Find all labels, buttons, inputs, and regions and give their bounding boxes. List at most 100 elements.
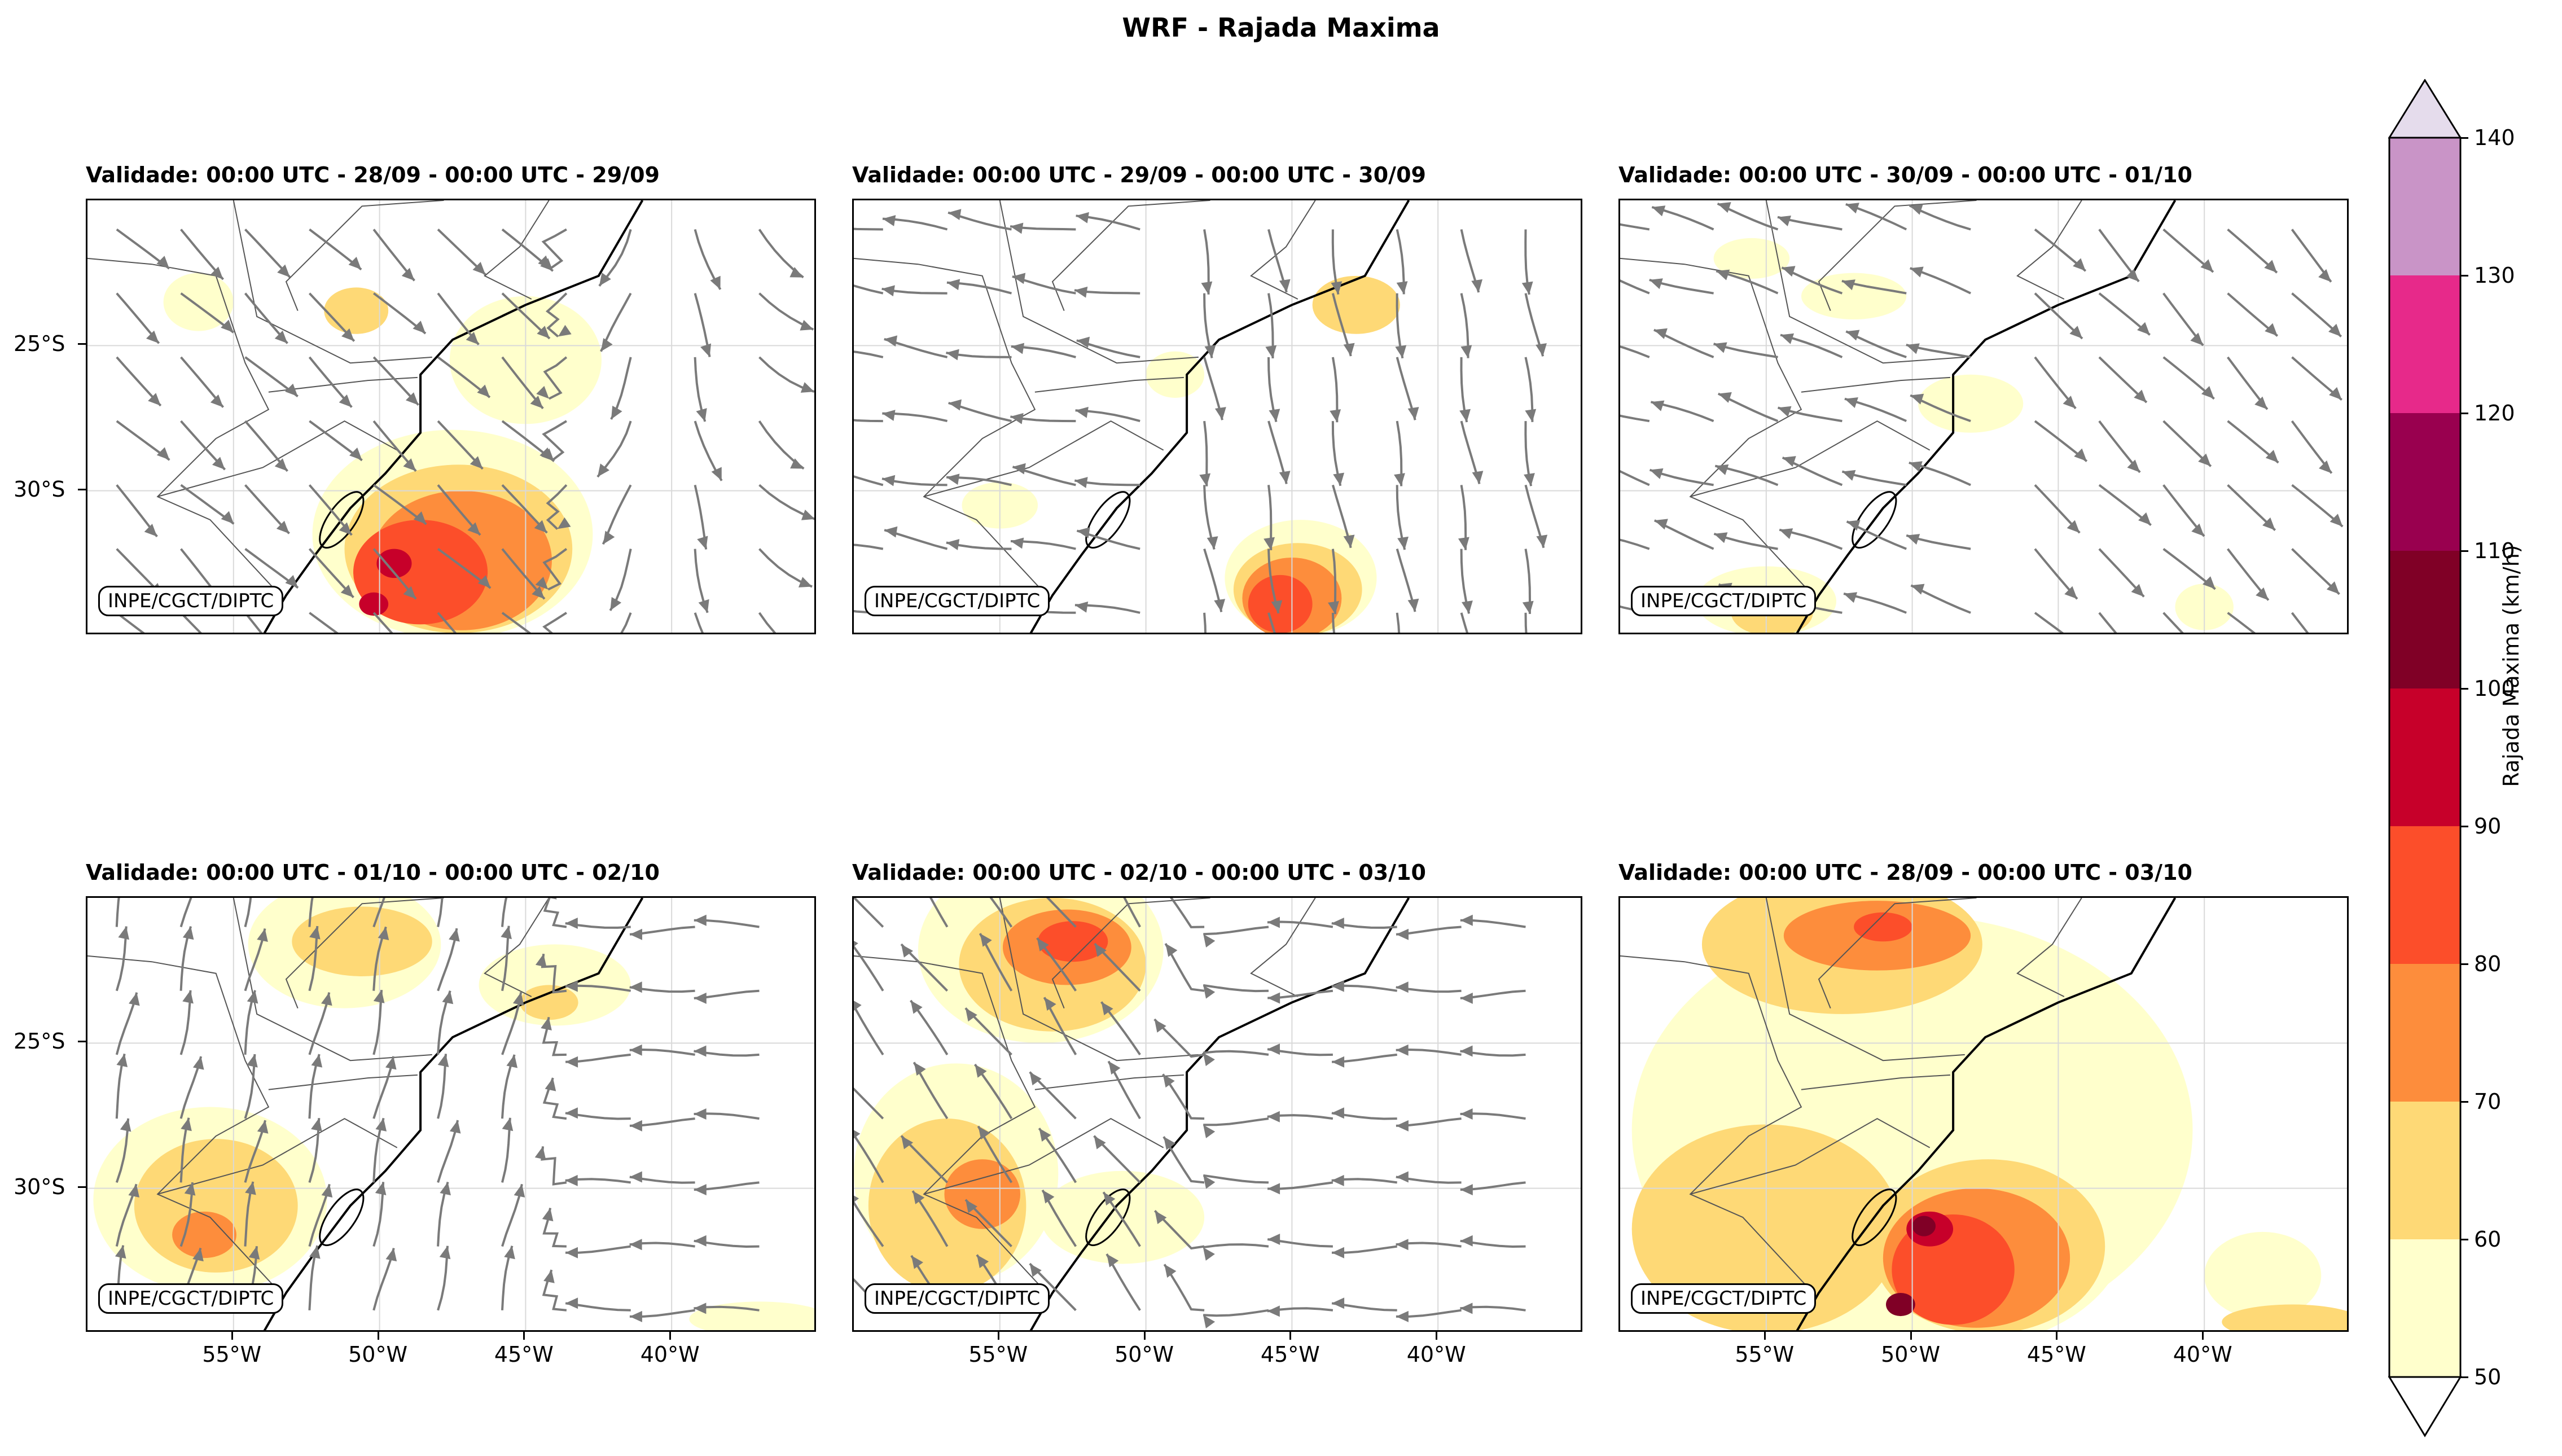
streamline-arrow [530, 396, 543, 409]
streamline-arrow [321, 992, 332, 1006]
colorbar-segment [2389, 413, 2460, 551]
streamline-arrow [1472, 471, 1484, 484]
streamline-arrow [610, 597, 622, 611]
streamline [372, 898, 385, 928]
streamline-arrow [1649, 278, 1663, 290]
state-border [285, 898, 444, 1008]
streamline-arrow [1396, 1120, 1409, 1132]
streamline-arrow [1039, 1128, 1051, 1142]
streamline-arrow [532, 586, 545, 599]
streamline-arrow [694, 1108, 707, 1120]
streamline-arrow [1265, 345, 1277, 358]
streamline-arrow [1846, 330, 1860, 341]
streamline-arrow [1011, 343, 1025, 354]
streamline-arrow [565, 1174, 578, 1186]
x-tick-label: 55°W [202, 1342, 262, 1367]
streamline-arrow [311, 1118, 322, 1132]
streamline-arrow [466, 331, 479, 345]
streamline-arrow [2191, 523, 2204, 537]
streamline-arrow [710, 275, 721, 290]
gust-area [1146, 351, 1205, 398]
streamline-arrow [373, 990, 385, 1003]
streamline-arrow [800, 382, 814, 393]
streamline [854, 284, 884, 295]
streamline-arrow [1471, 279, 1483, 293]
streamline-arrow [1037, 938, 1049, 951]
streamline [854, 543, 884, 550]
streamline-arrow [2262, 517, 2275, 530]
colorbar-frame [2388, 137, 2462, 1378]
streamline-arrow [1654, 519, 1668, 530]
streamline-arrow [1214, 599, 1226, 612]
colorbar-tick-mark [2460, 1101, 2468, 1103]
colorbar-tick-label: 110 [2474, 538, 2515, 563]
y-tick-label: 30°S [14, 476, 65, 502]
streamline-arrow [1332, 1297, 1345, 1309]
streamline-arrow [2074, 448, 2087, 462]
streamline-arrow [1460, 1108, 1473, 1120]
streamline-arrow [375, 1118, 387, 1132]
streamline-arrow [1199, 473, 1211, 486]
streamline [1620, 414, 1650, 423]
streamline-arrow [1779, 528, 1793, 540]
streamline-arrow [1267, 1234, 1280, 1245]
streamline-arrow [247, 990, 258, 1004]
colorbar-tick-mark [2460, 137, 2468, 139]
streamline-arrow [1396, 1310, 1409, 1322]
streamline-arrow [538, 255, 551, 269]
panel-title: Validade: 00:00 UTC - 02/10 - 00:00 UTC … [852, 860, 1426, 885]
x-tick-mark [523, 1332, 525, 1340]
credit-label: INPE/CGCT/DIPTC [1631, 586, 1817, 616]
state-border [157, 420, 398, 497]
gust-area [1713, 238, 1790, 279]
streamline-arrow [1780, 333, 1795, 344]
streamline-arrow [1394, 473, 1405, 486]
x-tick-mark [1436, 1332, 1438, 1340]
colorbar-tick-label: 130 [2474, 263, 2515, 288]
streamline-arrow [565, 980, 578, 992]
streamline-arrow [946, 349, 959, 361]
streamline-arrow [401, 267, 415, 281]
streamline-arrow [1845, 203, 1859, 214]
streamline-arrow [1012, 273, 1026, 284]
streamline-arrow [470, 456, 483, 469]
streamline-arrow [801, 509, 814, 520]
streamline-arrow [1842, 470, 1856, 481]
state-border [1051, 898, 1210, 1008]
streamline [1123, 898, 1141, 928]
streamline-arrow [910, 1000, 923, 1014]
streamline [180, 612, 202, 633]
lagoon-outline [319, 1189, 365, 1247]
streamline-arrow [1164, 1264, 1177, 1278]
map-canvas [854, 898, 1581, 1330]
streamline [542, 1077, 567, 1120]
streamline-arrow [2190, 332, 2203, 346]
streamline-arrow [1717, 202, 1731, 213]
streamline-arrow [285, 383, 298, 397]
streamline [1620, 538, 1650, 550]
gust-area [359, 592, 389, 616]
streamline-arrow [1395, 345, 1407, 358]
streamline-arrow [1267, 916, 1280, 928]
streamline-arrow [1653, 328, 1668, 339]
streamline [854, 945, 884, 992]
state-border [1620, 955, 1814, 1293]
state-border [1818, 898, 1977, 1008]
streamline-arrow [349, 447, 362, 461]
streamline-arrow [248, 1246, 260, 1260]
panel-title: Validade: 00:00 UTC - 29/09 - 00:00 UTC … [852, 163, 1426, 187]
streamline-arrow [789, 267, 804, 278]
x-tick-mark [2202, 1332, 2204, 1340]
streamline-arrow [1029, 1072, 1042, 1086]
streamline [437, 612, 457, 633]
streamline-arrow [1524, 473, 1535, 486]
streamline-arrow [1076, 212, 1089, 223]
map-canvas [87, 898, 814, 1330]
streamline-arrow [1846, 520, 1861, 531]
colorbar-tick-label: 90 [2474, 814, 2502, 839]
streamline-arrow [534, 520, 547, 533]
streamline-arrow [210, 394, 223, 407]
colorbar-segment [2389, 1102, 2460, 1239]
state-border [1250, 898, 1316, 997]
streamline-arrow [1396, 981, 1409, 993]
